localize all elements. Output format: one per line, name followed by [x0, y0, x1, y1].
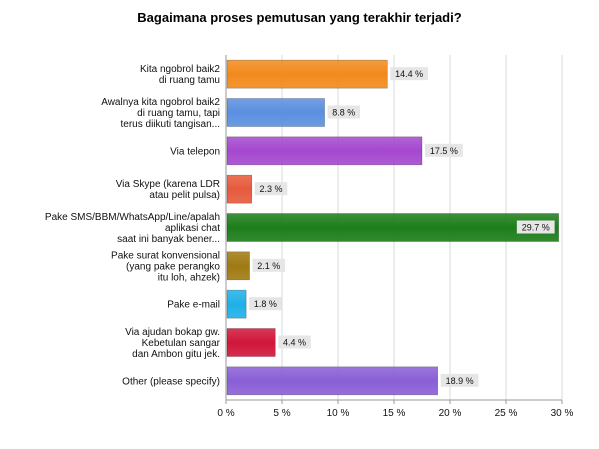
category-label: Pake e-mail	[167, 300, 220, 311]
bar	[226, 289, 247, 319]
x-tick-label: 10 %	[327, 408, 350, 419]
value-label-bg	[516, 220, 555, 234]
bar	[226, 328, 276, 357]
value-label-bg	[440, 373, 479, 387]
x-tick-label: 15 %	[383, 408, 406, 419]
category-label: Pake SMS/BBM/WhatsApp/Line/apalah aplikas…	[45, 212, 220, 245]
bar	[226, 59, 388, 89]
bar	[226, 98, 325, 127]
bar	[226, 136, 423, 166]
chart-title: Bagaimana proses pemutusan yang terakhir…	[137, 10, 462, 25]
value-label-bg	[254, 182, 288, 196]
x-tick-label: 20 %	[439, 408, 462, 419]
x-axis: 0 % 5 % 10 % 15 % 20 % 25 % 30 %	[217, 55, 574, 419]
value-label: 29.7 %	[522, 223, 550, 233]
bar	[226, 366, 438, 396]
category-label: Awalnya kita ngobrol baik2 di ruang tamu,…	[101, 97, 220, 130]
value-label: 18.9 %	[446, 376, 474, 386]
value-label: 14.4 %	[395, 69, 423, 79]
value-label: 2.1 %	[257, 261, 280, 271]
value-label-bg	[278, 335, 311, 349]
category-label: Via telepon	[170, 146, 220, 157]
category-label: Pake surat konvensional (yang pake perang…	[111, 250, 220, 283]
bar	[226, 213, 559, 242]
category-label: Via ajudan bokap gw. Kebetulan sangar dan …	[125, 327, 221, 360]
value-label: 8.8 %	[332, 108, 355, 118]
category-label: Via Skype (karena LDR atau pelit pulsa)	[116, 179, 220, 201]
value-label-bg	[252, 258, 286, 272]
value-label-bg	[249, 297, 282, 311]
x-tick-label: 0 %	[217, 408, 234, 419]
value-label: 4.4 %	[283, 338, 306, 348]
value-label: 17.5 %	[430, 146, 458, 156]
value-label-bg	[390, 67, 429, 81]
bar	[226, 251, 250, 281]
x-tick-label: 5 %	[273, 408, 290, 419]
x-tick-label: 25 %	[495, 408, 518, 419]
bars: 14.4 % 8.8 % 17.5 % 2.3 % 29.7 % 2.1 % 1.8 % 4.…	[226, 59, 559, 396]
value-label-bg	[425, 143, 463, 157]
category-label: Kita ngobrol baik2 di ruang tamu	[140, 64, 220, 86]
category-labels: Kita ngobrol baik2 di ruang tamu Awalnya k…	[45, 64, 221, 387]
x-tick-label: 30 %	[551, 408, 574, 419]
category-label: Other (please specify)	[122, 376, 220, 387]
bar	[226, 174, 253, 204]
value-label-bg	[327, 105, 361, 119]
value-label: 2.3 %	[260, 184, 283, 194]
value-label: 1.8 %	[254, 299, 277, 309]
